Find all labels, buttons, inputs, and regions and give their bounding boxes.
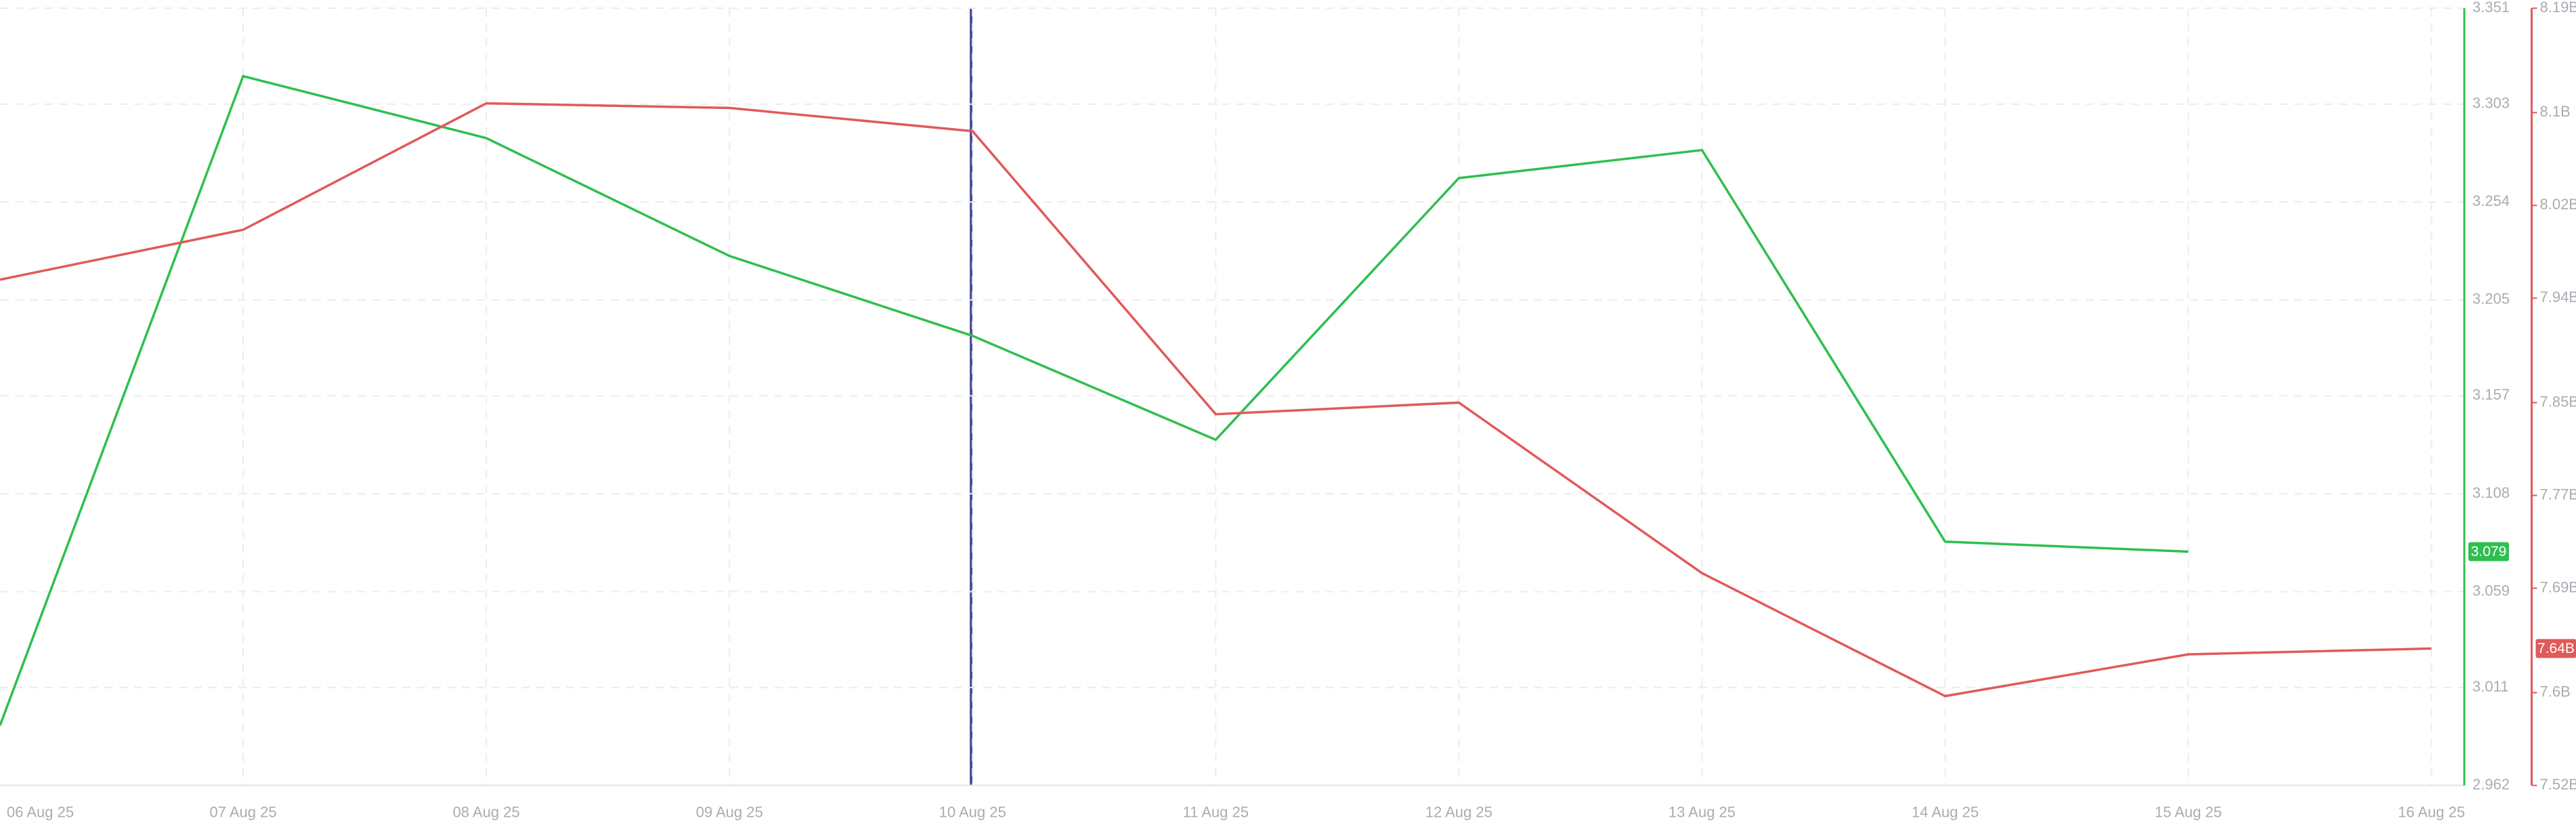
x-tick-label: 10 Aug 25 xyxy=(939,804,1006,821)
y2-tick-label: 7.85B xyxy=(2539,393,2576,410)
x-tick-label: 07 Aug 25 xyxy=(209,804,276,821)
y2-tick-label: 8.02B xyxy=(2539,196,2576,213)
y2-tick-label: 7.94B xyxy=(2539,289,2576,305)
y-tick-label: 3.205 xyxy=(2472,291,2510,307)
x-tick-label: 13 Aug 25 xyxy=(1669,804,1736,821)
x-tick-label: 06 Aug 25 xyxy=(7,804,74,821)
y-tick-label: 3.303 xyxy=(2472,95,2510,112)
y2-tick-label: 7.6B xyxy=(2539,683,2570,700)
x-tick-label: 08 Aug 25 xyxy=(453,804,520,821)
value-badge-label: 7.64B xyxy=(2537,641,2575,656)
y-tick-label: 3.011 xyxy=(2472,678,2508,695)
y2-tick-label: 8.1B xyxy=(2539,103,2570,120)
x-tick-label: 14 Aug 25 xyxy=(1912,804,1979,821)
x-tick-label: 16 Aug 25 xyxy=(2398,804,2465,821)
y-tick-label: 3.059 xyxy=(2472,582,2510,599)
y-tick-label: 2.962 xyxy=(2472,775,2510,792)
y-tick-label: 3.351 xyxy=(2472,0,2510,16)
value-badge xyxy=(2468,542,2510,561)
y-tick-label: 3.108 xyxy=(2472,484,2510,501)
y2-tick-label: 8.19B xyxy=(2539,0,2576,16)
x-tick-label: 09 Aug 25 xyxy=(696,804,763,821)
y2-tick-label: 7.77B xyxy=(2539,486,2576,503)
line-series xyxy=(0,75,2189,726)
x-tick-label: 12 Aug 25 xyxy=(1425,804,1493,821)
value-badge xyxy=(2535,639,2576,658)
y2-tick-label: 7.69B xyxy=(2539,578,2576,595)
line-series xyxy=(0,102,2432,698)
y-tick-label: 3.254 xyxy=(2472,192,2510,209)
value-badge-label: 3.079 xyxy=(2471,544,2507,559)
x-tick-label: 11 Aug 25 xyxy=(1183,804,1249,821)
y2-tick-label: 7.52B xyxy=(2539,775,2576,792)
y-tick-label: 3.157 xyxy=(2472,386,2510,403)
x-tick-label: 15 Aug 25 xyxy=(2155,804,2222,821)
